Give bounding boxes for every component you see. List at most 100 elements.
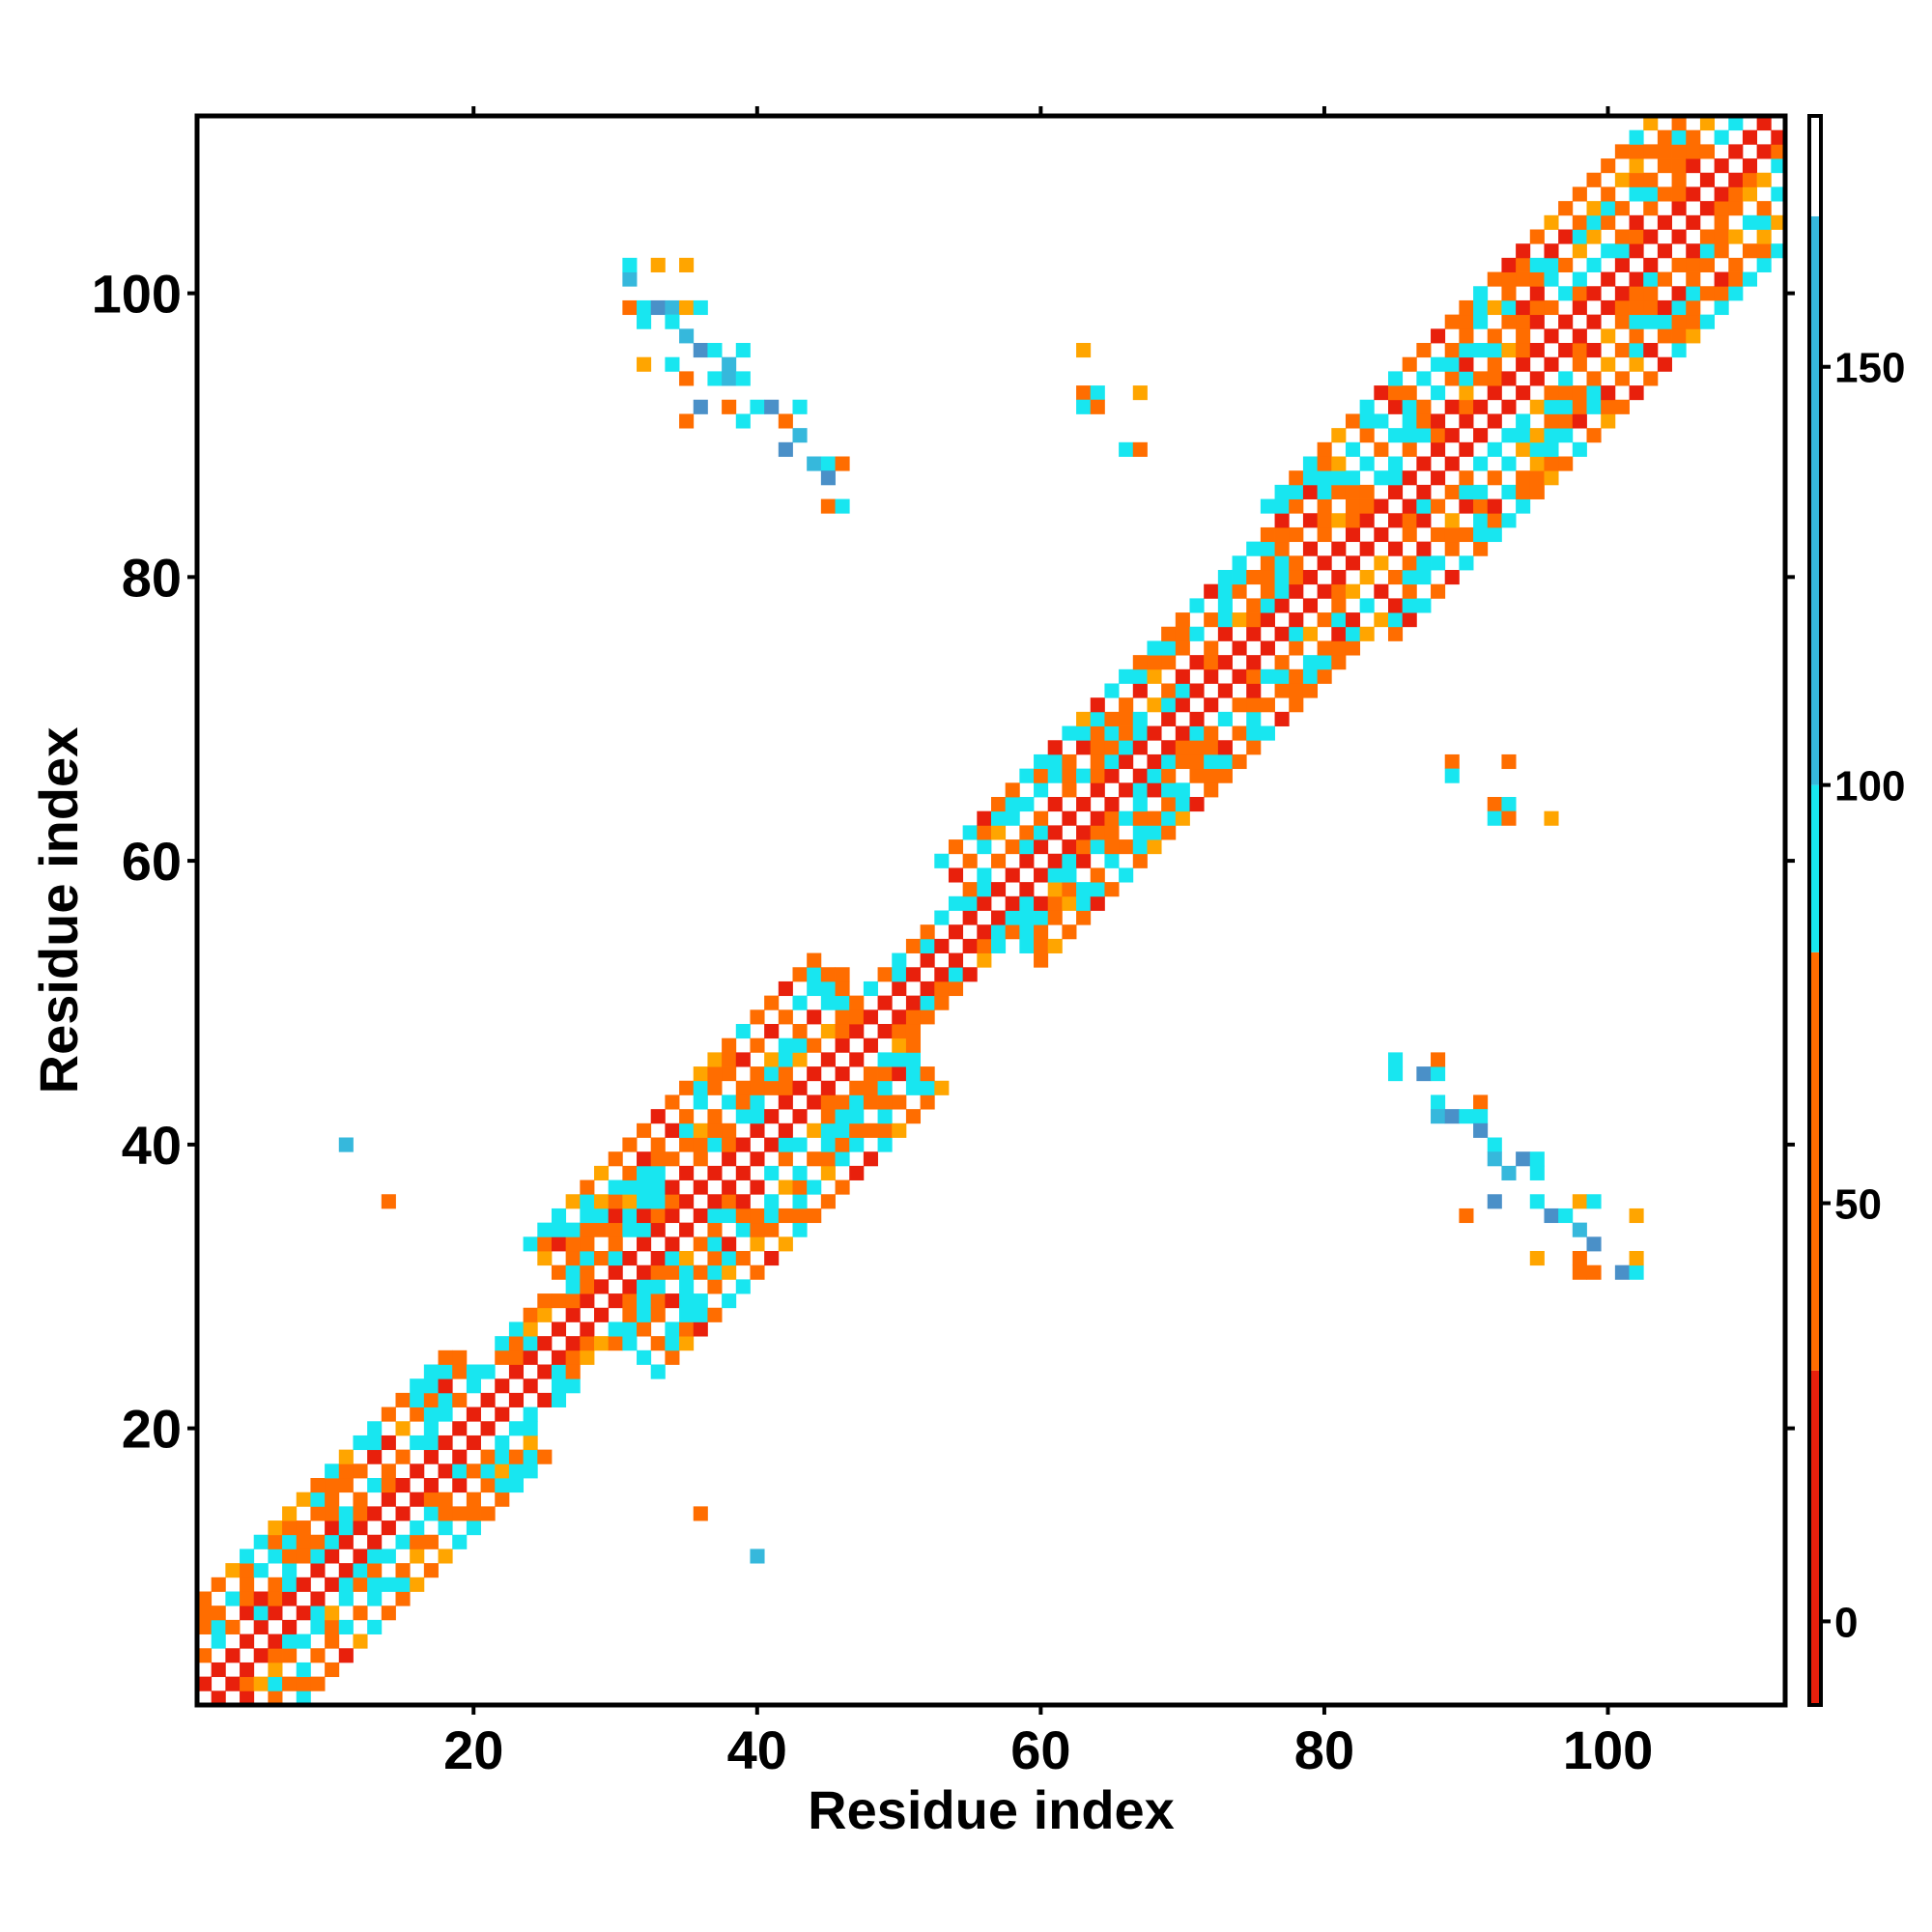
heatmap-cell (1119, 725, 1134, 741)
heatmap-cell (1359, 541, 1375, 556)
heatmap-cell (637, 1279, 652, 1294)
heatmap-cell (820, 1094, 836, 1110)
heatmap-cell (1345, 640, 1361, 656)
heatmap-cell (1076, 725, 1092, 741)
heatmap-cell (778, 1080, 793, 1095)
plot-frame (194, 113, 1788, 1708)
heatmap-cell (1232, 697, 1247, 713)
heatmap-cell (1728, 116, 1744, 131)
heatmap-cell (353, 1605, 368, 1621)
heatmap-cell (1260, 640, 1275, 656)
heatmap-cell (764, 1024, 780, 1039)
heatmap-cell (1246, 570, 1262, 585)
heatmap-cell (792, 1052, 808, 1067)
heatmap-cell (1714, 286, 1729, 301)
heatmap-cell (665, 299, 680, 316)
heatmap-cell (1544, 441, 1559, 457)
heatmap-cell (353, 1435, 368, 1451)
heatmap-cell (835, 967, 850, 982)
heatmap-cell (1104, 740, 1120, 755)
heatmap-cell (325, 1520, 340, 1536)
heatmap-cell (807, 980, 822, 997)
heatmap-cell (1331, 456, 1347, 471)
heatmap-cell (1345, 413, 1361, 429)
heatmap-cell (1572, 441, 1587, 457)
heatmap-cell (1274, 570, 1290, 585)
heatmap-cell (1416, 570, 1432, 585)
heatmap-cell (423, 1406, 439, 1422)
heatmap-cell (580, 1279, 595, 1294)
heatmap-cell (1189, 655, 1205, 670)
heatmap-cell (1671, 172, 1687, 187)
heatmap-cell (693, 1307, 708, 1322)
heatmap-cell (1175, 725, 1190, 741)
heatmap-cell (1076, 399, 1092, 414)
heatmap-cell (892, 1122, 907, 1138)
colorbar-tick-label: 0 (1834, 1599, 1858, 1646)
heatmap-cell (637, 1293, 652, 1309)
heatmap-cell (1317, 513, 1332, 528)
heatmap-cell (452, 1534, 468, 1549)
heatmap-cell (735, 1109, 751, 1124)
heatmap-cell (707, 1165, 723, 1180)
heatmap-cell (792, 1194, 808, 1209)
heatmap-cell (637, 1236, 652, 1252)
heatmap-cell (707, 1222, 723, 1237)
heatmap-cell (1388, 371, 1404, 386)
heatmap-cell (1529, 1194, 1545, 1209)
heatmap-cell (1629, 214, 1644, 230)
x-axis-ticks: 20 40 60 80 100 (443, 106, 1653, 1780)
heatmap-cell (495, 1406, 510, 1422)
heatmap-cell (1473, 1094, 1489, 1110)
heatmap-cell (650, 1109, 666, 1124)
heatmap-cell (1161, 797, 1177, 812)
heatmap-cell (1657, 243, 1672, 259)
heatmap-cell (1756, 144, 1772, 159)
heatmap-cell (1119, 810, 1134, 826)
heatmap-cell (1629, 286, 1644, 301)
heatmap-cell (1444, 526, 1460, 543)
heatmap-cell (1047, 753, 1063, 770)
heatmap-cell (977, 839, 992, 855)
heatmap-cell (1161, 711, 1177, 726)
heatmap-cell (1260, 570, 1275, 585)
heatmap-cell (480, 1506, 496, 1521)
heatmap-cell (863, 1094, 878, 1110)
heatmap-cell (452, 1506, 468, 1521)
heatmap-cell (1104, 797, 1120, 812)
heatmap-cell (863, 980, 878, 997)
heatmap-cell (1516, 314, 1531, 329)
heatmap-cell (594, 1208, 610, 1224)
heatmap-cell (608, 1179, 623, 1195)
heatmap-cell (1402, 570, 1417, 585)
heatmap-cell (1671, 343, 1687, 358)
heatmap-cell (693, 399, 708, 414)
heatmap-cell (792, 967, 808, 982)
heatmap-cell (1671, 186, 1687, 202)
heatmap-cell (650, 1208, 666, 1224)
heatmap-cell (240, 1634, 255, 1649)
heatmap-cell (707, 1236, 723, 1252)
heatmap-cell (1104, 853, 1120, 868)
heatmap-cell (1671, 314, 1687, 329)
heatmap-cell (1431, 1066, 1446, 1082)
heatmap-cell (1487, 413, 1502, 429)
heatmap-cell (197, 1648, 213, 1663)
heatmap-cell (580, 1336, 595, 1351)
heatmap-cell (750, 1009, 765, 1025)
heatmap-cell (1771, 158, 1786, 174)
heatmap-cell (1657, 214, 1672, 230)
heatmap-cell (665, 1094, 680, 1110)
heatmap-cell (1431, 328, 1446, 344)
heatmap-cell (1019, 839, 1035, 855)
heatmap-cell (1601, 214, 1616, 230)
heatmap-cell (608, 1293, 623, 1309)
heatmap-cell (1217, 583, 1233, 599)
heatmap-cell (1473, 299, 1489, 316)
x-axis-tick-label: 100 (1563, 1719, 1653, 1780)
colorbar-frame (1807, 114, 1823, 1707)
heatmap-cell (211, 1577, 226, 1592)
heatmap-cell (1388, 428, 1404, 443)
colorbar-segment (1809, 784, 1821, 952)
heatmap-cell (1175, 753, 1190, 770)
